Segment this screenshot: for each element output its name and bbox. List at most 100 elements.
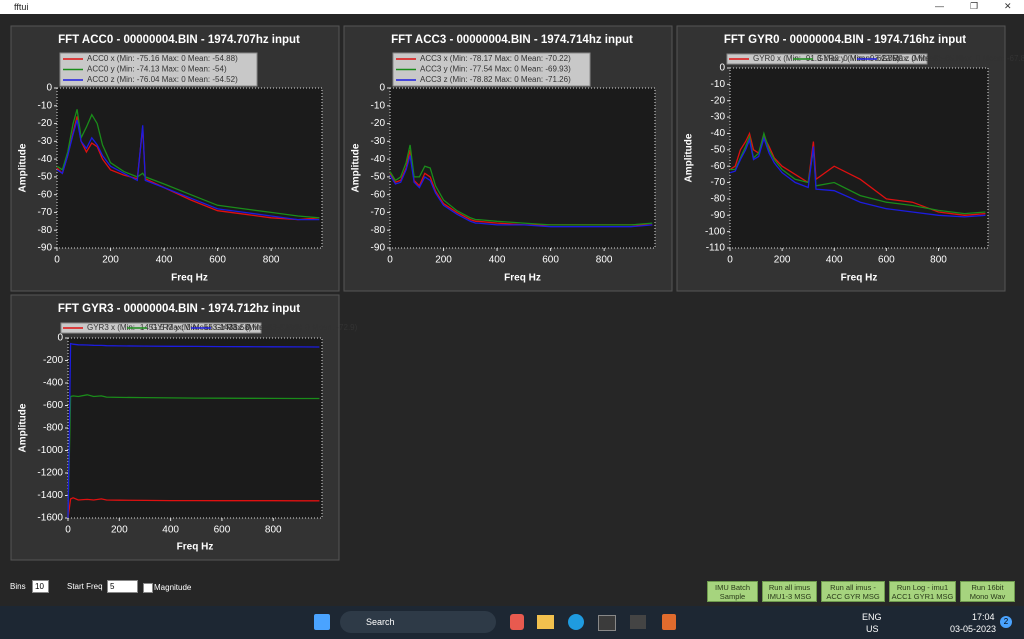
- y-tick-label: -1600: [37, 513, 63, 524]
- legend: GYR3 x (Min: -1451.5 Max: 0 Mean: -1433.…: [60, 322, 358, 334]
- y-tick-label: -800: [43, 423, 63, 434]
- charts: FFT ACC0 - 00000004.BIN - 1974.707hz inp…: [10, 25, 1024, 561]
- legend-box: [59, 52, 258, 87]
- y-tick-label: -30: [371, 136, 386, 147]
- legend: GYR0 x (Min: -91.3 Max: 0 Mean: -62.05)G…: [726, 53, 1024, 65]
- taskbar: Search ENG US 17:04 03-05-2023 2: [0, 606, 1024, 639]
- y-tick-label: -400: [43, 378, 63, 389]
- y-tick-label: -70: [371, 207, 386, 218]
- x-tick-label: 400: [826, 255, 843, 266]
- bins-input[interactable]: 10: [32, 580, 49, 593]
- chart-panel: FFT ACC3 - 00000004.BIN - 1974.714hz inp…: [343, 25, 673, 292]
- y-tick-label: -50: [371, 172, 386, 183]
- notification-badge[interactable]: 2: [1000, 616, 1012, 628]
- button-label: IMU Batch: [714, 583, 750, 592]
- y-tick-label: -1200: [37, 468, 63, 479]
- series-line: [56, 109, 320, 219]
- y-tick-label: 0: [57, 333, 63, 344]
- button-label: ACC1 GYR1 MSG: [891, 592, 954, 601]
- x-tick-label: 800: [596, 255, 613, 266]
- series-line: [67, 342, 320, 519]
- y-tick-label: -40: [711, 128, 726, 139]
- legend-entry: GYR0 y (Min: -93.12 Max: 0 Mean: -65.4): [817, 54, 964, 63]
- action-button[interactable]: IMU Batch Sample: [707, 581, 758, 602]
- legend-box: [60, 322, 262, 334]
- y-tick-label: 0: [719, 63, 725, 74]
- x-axis-label: Freq Hz: [841, 273, 878, 284]
- region: US: [866, 624, 879, 634]
- x-tick-label: 0: [727, 255, 733, 266]
- x-tick-label: 400: [156, 255, 173, 266]
- clock-date: 03-05-2023: [950, 624, 997, 634]
- x-tick-label: 400: [489, 255, 506, 266]
- y-tick-label: -80: [38, 225, 53, 236]
- app-icon[interactable]: [598, 615, 616, 631]
- y-tick-label: -10: [371, 100, 386, 111]
- minimize[interactable]: —: [935, 1, 944, 11]
- x-tick-label: 800: [263, 255, 280, 266]
- maximize[interactable]: ❐: [970, 1, 979, 11]
- y-tick-label: -20: [711, 95, 726, 106]
- start-freq-input[interactable]: 5: [107, 580, 138, 593]
- legend-entry: GYR3 z (Min: -93.4 Max: 0 Mean: -72.9): [215, 323, 358, 332]
- y-tick-label: -30: [711, 112, 726, 123]
- app-icon[interactable]: [568, 614, 584, 630]
- chart-panel: FFT GYR0 - 00000004.BIN - 1974.716hz inp…: [676, 25, 1024, 292]
- series-line: [729, 131, 986, 216]
- legend-entry: ACC0 z (Min: -76.04 Max: 0 Mean: -54.52): [87, 75, 238, 84]
- magnitude-checkbox[interactable]: [143, 583, 153, 593]
- x-tick-label: 600: [878, 255, 895, 266]
- action-button[interactable]: Run all imus IMU1-3 MSG: [762, 581, 817, 602]
- x-tick-label: 600: [542, 255, 559, 266]
- legend-entry: GYR3 y (Min: -553.1 Max: 0 Mean: -538.2): [151, 323, 303, 332]
- start-button[interactable]: [314, 614, 330, 630]
- x-tick-label: 200: [111, 525, 128, 536]
- chart-title: FFT ACC0 - 00000004.BIN - 1974.707hz inp…: [58, 34, 300, 46]
- button-label: Run all imus: [768, 583, 811, 592]
- close[interactable]: ✕: [1004, 1, 1012, 11]
- y-tick-label: -30: [38, 136, 53, 147]
- action-button[interactable]: Run all imus - ACC GYR MSG: [821, 581, 885, 602]
- x-tick-label: 800: [930, 255, 947, 266]
- button-label: Run 16bit: [971, 583, 1004, 592]
- x-tick-label: 200: [774, 255, 791, 266]
- y-tick-label: -1000: [37, 445, 63, 456]
- x-tick-label: 0: [65, 525, 71, 536]
- button-label: Run Log - imu1: [896, 583, 949, 592]
- series-line: [389, 144, 653, 226]
- y-tick-label: -20: [38, 118, 53, 129]
- app-icon[interactable]: [662, 614, 676, 630]
- y-tick-label: -40: [371, 154, 386, 165]
- x-tick-label: 0: [387, 255, 393, 266]
- y-tick-label: 0: [46, 83, 52, 94]
- action-button[interactable]: Run Log - imu1 ACC1 GYR1 MSG: [889, 581, 956, 602]
- y-tick-label: -60: [38, 189, 53, 200]
- search-text: Search: [366, 617, 395, 627]
- plot-area: [389, 87, 656, 249]
- x-tick-label: 600: [214, 525, 231, 536]
- x-axis-label: Freq Hz: [504, 273, 541, 284]
- legend-box: [726, 53, 928, 65]
- chart-panel: FFT ACC0 - 00000004.BIN - 1974.707hz inp…: [10, 25, 340, 292]
- x-tick-label: 0: [54, 255, 60, 266]
- button-label: Run all imus -: [830, 583, 876, 592]
- legend-entry: ACC0 y (Min: -74.13 Max: 0 Mean: -54): [87, 65, 227, 74]
- y-tick-label: -80: [711, 194, 726, 205]
- y-tick-label: -1400: [37, 490, 63, 501]
- series-line: [67, 394, 320, 519]
- app-icon[interactable]: [510, 614, 524, 630]
- legend-entry: ACC3 y (Min: -77.54 Max: 0 Mean: -69.93): [420, 65, 571, 74]
- y-tick-label: -80: [371, 225, 386, 236]
- search-box[interactable]: Search: [340, 611, 496, 633]
- x-tick-label: 800: [265, 525, 282, 536]
- action-button[interactable]: Run 16bit Mono Wav: [960, 581, 1015, 602]
- y-axis-label: Amplitude: [684, 133, 695, 182]
- y-axis-label: Amplitude: [18, 403, 29, 452]
- window-title: fftui: [14, 2, 29, 12]
- legend-entry: GYR3 x (Min: -1451.5 Max: 0 Mean: -1433.…: [87, 323, 252, 332]
- legend-entry: GYR0 z (Min: -95.05 Max: 0 Mean: -67.8): [881, 54, 1024, 63]
- app-icon[interactable]: [537, 615, 554, 629]
- app-icon[interactable]: [630, 615, 646, 629]
- y-tick-label: -90: [711, 210, 726, 221]
